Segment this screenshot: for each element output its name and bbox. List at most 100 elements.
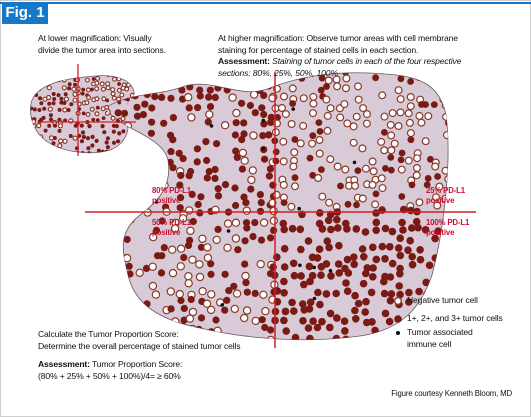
positive-cell <box>313 323 322 332</box>
negative-cell <box>116 87 122 93</box>
negative-cell <box>57 143 63 149</box>
positive-cell <box>207 260 215 268</box>
positive-cell <box>87 124 92 129</box>
positive-cell <box>90 87 94 92</box>
negative-cell <box>46 85 53 91</box>
positive-cell <box>396 270 404 278</box>
positive-cell <box>203 174 211 182</box>
negative-cell <box>288 84 297 93</box>
negative-cell <box>318 192 327 201</box>
positive-cell <box>372 190 380 198</box>
positive-cell <box>81 111 86 116</box>
positive-cell <box>197 193 205 201</box>
positive-cell <box>440 237 448 245</box>
positive-cell <box>81 87 86 92</box>
positive-cell <box>214 185 222 193</box>
negative-cell <box>206 305 216 315</box>
positive-cell <box>273 253 281 261</box>
positive-cell <box>185 172 193 180</box>
negative-cell <box>111 76 117 82</box>
positive-cell <box>87 151 92 153</box>
positive-cell <box>344 200 352 208</box>
positive-cell <box>211 93 219 101</box>
negative-cell <box>131 75 135 78</box>
positive-cell <box>369 243 377 252</box>
negative-cell <box>289 162 298 171</box>
negative-cell <box>188 255 197 264</box>
positive-cell <box>398 218 406 227</box>
positive-cell <box>131 144 135 149</box>
positive-cell <box>73 82 77 87</box>
positive-cell <box>309 132 317 140</box>
positive-cell <box>397 156 405 164</box>
negative-cell <box>184 206 194 215</box>
positive-cell <box>289 259 298 268</box>
positive-cell <box>444 279 449 288</box>
negative-cell <box>314 174 323 183</box>
negative-cell <box>135 268 144 277</box>
positive-cell <box>324 216 333 225</box>
positive-cell <box>177 296 185 305</box>
negative-cell <box>362 119 371 128</box>
positive-cell <box>342 279 350 287</box>
positive-cell <box>111 140 117 145</box>
positive-cell <box>238 136 246 144</box>
assessment-text: Tumor Proportion Score: <box>91 359 183 369</box>
positive-cell <box>42 106 47 111</box>
negative-cell <box>37 148 43 153</box>
positive-cell <box>416 246 424 254</box>
negative-cell <box>415 198 424 207</box>
positive-cell <box>101 116 106 120</box>
negative-cell <box>412 171 421 180</box>
negative-cell <box>57 123 64 129</box>
negative-cell <box>212 235 221 245</box>
negative-cell <box>58 138 64 144</box>
positive-cell <box>416 255 425 264</box>
positive-cell <box>117 131 122 136</box>
negative-cell <box>110 115 116 121</box>
negative-cell <box>406 92 415 101</box>
negative-cell <box>361 164 370 173</box>
negative-cell <box>291 182 300 191</box>
positive-cell <box>334 260 343 268</box>
positive-cell <box>131 139 135 144</box>
positive-cell <box>126 140 131 145</box>
negative-cell <box>30 149 32 153</box>
positive-cell <box>205 93 213 101</box>
positive-cell <box>91 117 96 122</box>
negative-cell <box>36 122 42 129</box>
negative-cell <box>424 112 433 121</box>
negative-cell <box>277 103 286 112</box>
positive-cell <box>125 262 133 270</box>
positive-cell <box>188 190 196 198</box>
positive-cell <box>430 101 438 108</box>
positive-cell <box>139 175 147 183</box>
positive-cell <box>104 140 109 145</box>
negative-cell <box>105 85 111 91</box>
negative-cell <box>220 120 230 130</box>
negative-cell <box>195 272 205 282</box>
positive-cell <box>115 318 123 326</box>
negative-cell <box>287 119 296 128</box>
negative-cell <box>394 86 403 95</box>
positive-cell <box>280 225 289 234</box>
negative-cell <box>184 272 193 281</box>
positive-cell <box>106 281 114 289</box>
positive-cell <box>121 297 130 306</box>
positive-cell <box>167 305 175 313</box>
negative-cell <box>100 75 106 76</box>
calculation: Calculate the Tumor Proportion Score: De… <box>38 329 241 382</box>
positive-cell <box>367 288 376 297</box>
positive-cell <box>341 327 349 335</box>
negative-cell <box>315 136 324 145</box>
positive-cell <box>169 136 177 144</box>
positive-cell <box>408 252 417 261</box>
positive-cell <box>196 92 204 100</box>
positive-cell <box>205 167 213 176</box>
negative-cell <box>47 106 53 112</box>
positive-cell <box>47 101 52 106</box>
negative-cell <box>333 82 342 91</box>
positive-cell <box>407 136 415 144</box>
positive-cell <box>257 236 266 244</box>
